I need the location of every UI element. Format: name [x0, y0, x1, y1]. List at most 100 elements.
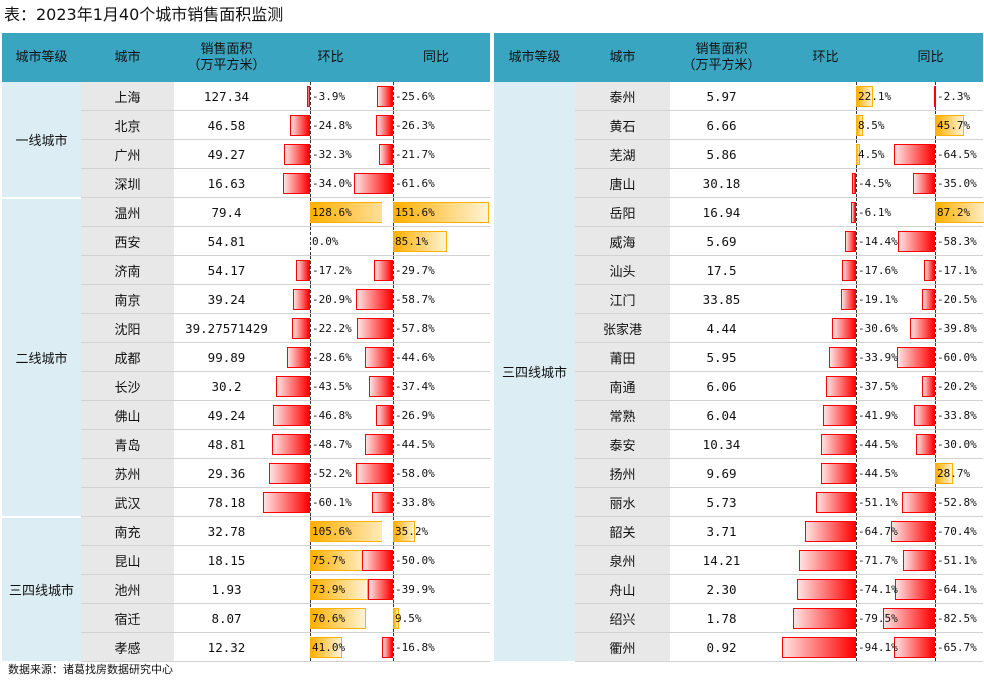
- sales-area-cell: 30.18: [670, 168, 773, 198]
- mom-cell: -64.7%: [773, 516, 898, 546]
- mom-cell: -4.5%: [773, 168, 891, 198]
- negative-bar: [820, 434, 856, 455]
- zero-axis-line: [393, 111, 394, 139]
- city-cell: 唐山: [575, 168, 670, 198]
- table-row: 南京 39.24 -20.9% -58.7%: [2, 284, 490, 314]
- positive-bar: [310, 637, 343, 658]
- sales-table-left: 城市等级 城市 销售面积 （万平方米） 环比 同比 一线城市 上海 127.34 -3…: [2, 33, 490, 663]
- city-cell: 南通: [575, 371, 670, 401]
- zero-axis-line: [935, 372, 936, 400]
- zero-axis-line: [935, 488, 936, 516]
- positive-bar: [856, 144, 860, 165]
- table-title: 表：2023年1月40个城市销售面积监测: [4, 5, 284, 24]
- sales-area-cell: 10.34: [670, 429, 773, 459]
- sales-area-cell: 32.78: [174, 516, 279, 546]
- yoy-cell: -39.9%: [367, 574, 490, 604]
- yoy-value: -64.5%: [937, 148, 977, 161]
- table-row: 泉州 14.21 -71.7% -51.1%: [494, 545, 983, 575]
- mom-value: -79.5%: [858, 612, 898, 625]
- mom-cell: 128.6%: [279, 197, 412, 227]
- sales-area-cell: 4.44: [670, 313, 773, 343]
- mom-cell: -30.6%: [773, 313, 898, 343]
- yoy-cell: 151.6%: [382, 197, 490, 227]
- yoy-cell: 28.7%: [878, 458, 983, 488]
- mom-value: -20.9%: [312, 293, 352, 306]
- table-row: 青岛 48.81 -48.7% -44.5%: [2, 429, 490, 459]
- mom-cell: -94.1%: [773, 632, 898, 662]
- zero-axis-line: [856, 227, 857, 255]
- mom-cell: -6.1%: [773, 197, 891, 227]
- zero-axis-line: [935, 256, 936, 284]
- yoy-value: -26.3%: [395, 119, 435, 132]
- yoy-cell: -65.7%: [878, 632, 983, 662]
- zero-axis-line: [856, 314, 857, 342]
- city-cell: 泰州: [575, 82, 670, 111]
- negative-bar: [306, 86, 310, 107]
- negative-bar: [804, 521, 856, 542]
- mom-value: -94.1%: [858, 641, 898, 654]
- yoy-value: 151.6%: [395, 206, 435, 219]
- yoy-value: 35.2%: [395, 525, 429, 538]
- mom-value: -30.6%: [858, 322, 898, 335]
- negative-bar: [271, 434, 310, 455]
- yoy-value: -58.0%: [395, 467, 435, 480]
- yoy-cell: -57.8%: [356, 313, 490, 343]
- negative-bar: [793, 608, 856, 629]
- yoy-value: -58.3%: [937, 235, 977, 248]
- mom-cell: -48.7%: [271, 429, 382, 459]
- table-row: 泰安 10.34 -44.5% -30.0%: [494, 429, 983, 459]
- zero-axis-line: [856, 604, 857, 632]
- table-row: 武汉 78.18 -60.1% -33.8%: [2, 487, 490, 517]
- negative-bar: [922, 376, 935, 397]
- negative-bar: [840, 289, 856, 310]
- zero-axis-line: [856, 546, 857, 574]
- table-row: 广州 49.27 -32.3% -21.7%: [2, 139, 490, 169]
- city-cell: 广州: [81, 139, 174, 169]
- zero-axis-line: [935, 633, 936, 661]
- yoy-value: -50.0%: [395, 554, 435, 567]
- mom-value: 8.5%: [858, 119, 885, 132]
- zero-axis-line: [393, 372, 394, 400]
- mom-value: 22.1%: [858, 90, 892, 103]
- table-row: 二线城市 温州 79.4 128.6% 151.6%: [2, 197, 490, 518]
- yoy-cell: -64.1%: [878, 574, 983, 604]
- mom-value: -71.7%: [858, 554, 898, 567]
- zero-axis-line: [310, 372, 311, 400]
- table-row: 江门 33.85 -19.1% -20.5%: [494, 284, 983, 314]
- mom-cell: -44.5%: [773, 458, 898, 488]
- negative-bar: [361, 550, 393, 571]
- table-row: 西安 54.81 0.0% 85.1%: [2, 226, 490, 256]
- yoy-cell: -50.0%: [361, 545, 490, 575]
- city-cell: 池州: [81, 574, 174, 604]
- mom-cell: 0.0%: [279, 226, 382, 256]
- mom-value: -44.5%: [858, 467, 898, 480]
- yoy-cell: -20.2%: [878, 371, 983, 401]
- sales-area-cell: 12.32: [174, 632, 279, 662]
- table-row: 丽水 5.73 -51.1% -52.8%: [494, 487, 983, 517]
- zero-axis-line: [310, 140, 311, 168]
- yoy-cell: -17.1%: [878, 255, 983, 285]
- zero-axis-line: [393, 430, 394, 458]
- mom-cell: -17.6%: [773, 255, 898, 285]
- yoy-value: -51.1%: [937, 554, 977, 567]
- city-cell: 北京: [81, 110, 174, 140]
- zero-axis-line: [856, 256, 857, 284]
- negative-bar: [293, 289, 310, 310]
- city-cell: 黄石: [575, 110, 670, 140]
- yoy-cell: -21.7%: [379, 139, 490, 169]
- city-cell: 济南: [81, 255, 174, 285]
- city-cell: 江门: [575, 284, 670, 314]
- city-cell: 泉州: [575, 545, 670, 575]
- negative-bar: [369, 376, 393, 397]
- city-cell: 威海: [575, 226, 670, 256]
- yoy-value: 85.1%: [395, 235, 429, 248]
- mom-cell: -71.7%: [773, 545, 898, 575]
- negative-bar: [916, 434, 935, 455]
- table-row: 常熟 6.04 -41.9% -33.8%: [494, 400, 983, 430]
- sales-area-cell: 14.21: [670, 545, 773, 575]
- positive-bar: [935, 115, 964, 136]
- mom-cell: 22.1%: [773, 82, 891, 111]
- zero-axis-line: [393, 169, 394, 197]
- yoy-cell: -33.8%: [878, 400, 983, 430]
- mom-cell: -60.1%: [262, 487, 382, 517]
